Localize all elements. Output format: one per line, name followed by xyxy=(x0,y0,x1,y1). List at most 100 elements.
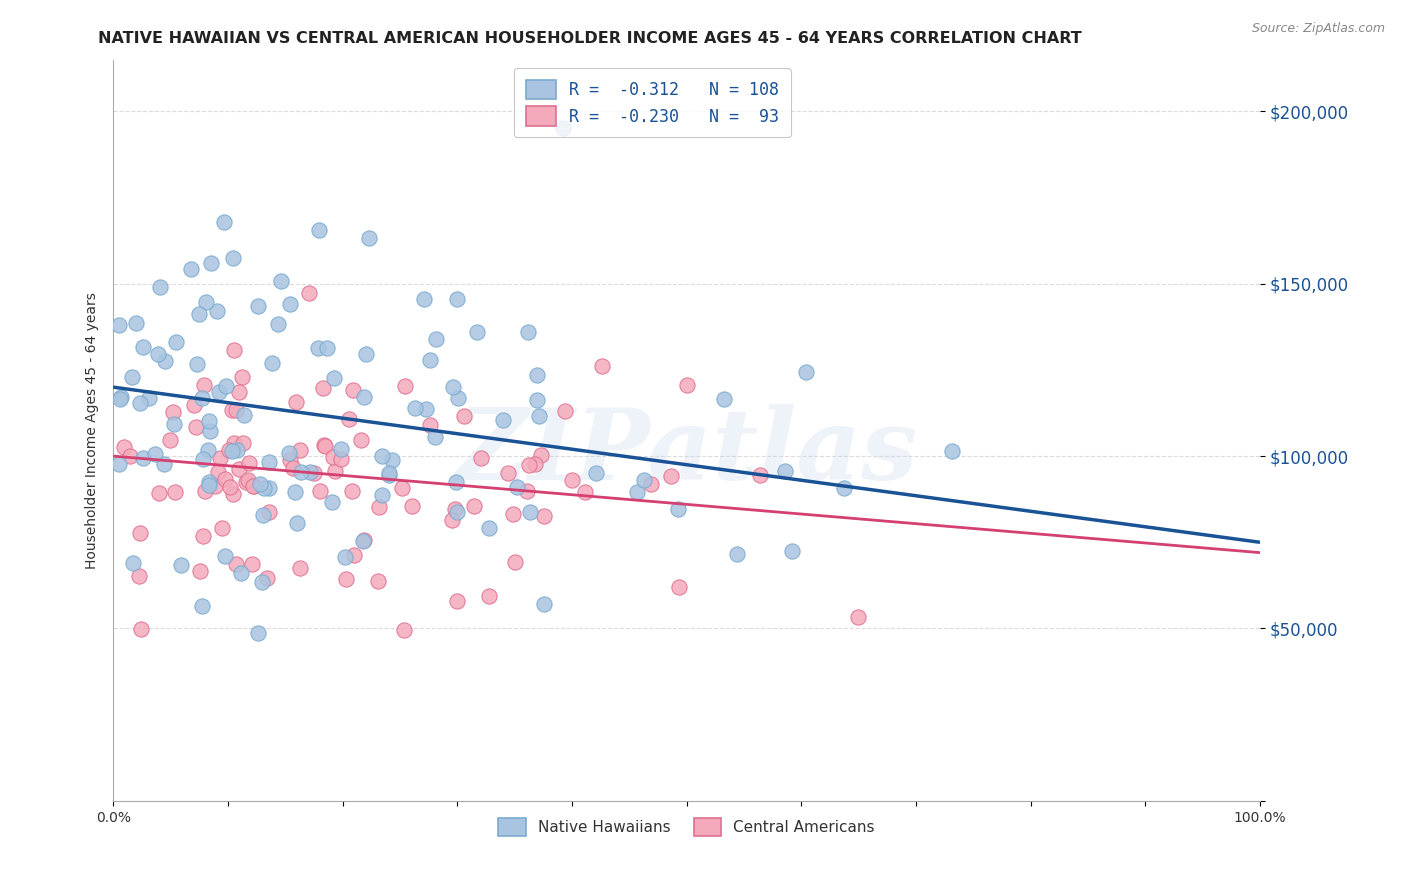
Point xyxy=(125,316,148,330)
Point xyxy=(228,385,250,400)
Point xyxy=(519,505,541,519)
Point xyxy=(529,409,551,423)
Text: NATIVE HAWAIIAN VS CENTRAL AMERICAN HOUSEHOLDER INCOME AGES 45 - 64 YEARS CORREL: NATIVE HAWAIIAN VS CENTRAL AMERICAN HOUS… xyxy=(98,31,1083,46)
Point xyxy=(214,472,236,486)
Point xyxy=(198,424,221,438)
Point xyxy=(112,440,135,454)
Point xyxy=(242,479,264,493)
Point xyxy=(204,478,226,492)
Point xyxy=(748,467,770,482)
Point xyxy=(517,458,540,472)
Point xyxy=(163,417,186,431)
Point xyxy=(218,442,240,457)
Point xyxy=(446,505,468,519)
Point xyxy=(250,575,273,590)
Point xyxy=(309,484,332,499)
Point xyxy=(340,483,363,498)
Point xyxy=(278,453,301,467)
Point xyxy=(415,401,437,416)
Point xyxy=(321,495,343,509)
Point xyxy=(247,626,270,640)
Point xyxy=(316,341,339,355)
Point xyxy=(110,392,132,406)
Point xyxy=(533,508,555,523)
Point xyxy=(353,533,375,547)
Point xyxy=(574,484,596,499)
Point xyxy=(208,451,231,466)
Point xyxy=(371,449,394,463)
Point xyxy=(183,398,205,412)
Point xyxy=(330,451,353,466)
Point xyxy=(312,381,335,395)
Point xyxy=(222,251,245,265)
Point xyxy=(198,475,221,489)
Point xyxy=(391,481,413,495)
Point xyxy=(229,566,252,580)
Point xyxy=(222,486,245,500)
Point xyxy=(353,390,375,404)
Point xyxy=(285,516,308,530)
Point xyxy=(505,556,527,570)
Point xyxy=(523,458,546,472)
Point xyxy=(357,231,380,245)
Point xyxy=(162,405,184,419)
Point xyxy=(668,580,690,594)
Point xyxy=(132,340,155,354)
Point xyxy=(470,451,492,466)
Point xyxy=(278,446,301,460)
Point xyxy=(222,343,245,357)
Point xyxy=(284,394,307,409)
Point xyxy=(941,443,963,458)
Point xyxy=(262,356,284,370)
Point xyxy=(381,452,404,467)
Point xyxy=(517,326,540,340)
Point xyxy=(367,574,389,589)
Point xyxy=(129,395,152,409)
Point xyxy=(314,439,336,453)
Point xyxy=(256,571,278,585)
Point xyxy=(298,466,321,480)
Y-axis label: Householder Income Ages 45 - 64 years: Householder Income Ages 45 - 64 years xyxy=(86,292,100,569)
Point xyxy=(288,560,311,574)
Point xyxy=(191,391,214,405)
Point xyxy=(713,392,735,407)
Point xyxy=(225,557,247,571)
Point xyxy=(238,456,260,470)
Point xyxy=(228,462,250,476)
Point xyxy=(247,299,270,313)
Point xyxy=(502,508,524,522)
Point xyxy=(477,589,499,603)
Point xyxy=(205,303,228,318)
Point xyxy=(846,610,869,624)
Point xyxy=(231,370,253,384)
Point xyxy=(170,558,193,572)
Point xyxy=(832,481,855,495)
Point xyxy=(335,572,357,586)
Point xyxy=(530,448,553,462)
Point xyxy=(165,335,187,350)
Point xyxy=(108,458,131,472)
Point xyxy=(551,121,574,136)
Point xyxy=(284,484,307,499)
Point xyxy=(143,447,166,461)
Point xyxy=(465,325,488,339)
Point xyxy=(423,430,446,444)
Point xyxy=(190,599,212,614)
Point xyxy=(666,502,689,516)
Point xyxy=(131,450,153,465)
Point xyxy=(444,502,467,516)
Point xyxy=(128,525,150,540)
Point xyxy=(208,384,231,399)
Point xyxy=(259,455,281,469)
Point xyxy=(526,392,548,407)
Point xyxy=(200,256,222,270)
Point xyxy=(335,550,357,565)
Point xyxy=(446,475,468,489)
Point xyxy=(506,480,529,494)
Point xyxy=(290,465,312,479)
Point xyxy=(775,464,797,478)
Point xyxy=(121,370,143,384)
Point xyxy=(526,368,548,382)
Point xyxy=(307,341,329,355)
Point xyxy=(298,286,321,301)
